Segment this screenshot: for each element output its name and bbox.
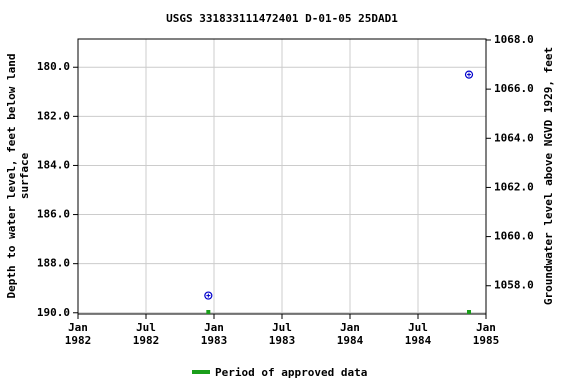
x-tick-label: Jul <box>136 321 156 334</box>
x-tick-label: 1985 <box>473 334 500 347</box>
chart-title: USGS 331833111472401 D-01-05 25DAD1 <box>166 12 398 25</box>
x-tick-label: Jan <box>340 321 360 334</box>
x-tick-label: Jan <box>476 321 496 334</box>
y2-tick-label: 1062.0 <box>494 180 534 193</box>
y2-tick-label: 1064.0 <box>494 131 534 144</box>
approved-period <box>467 310 471 314</box>
approved-period <box>206 310 211 314</box>
x-tick-label: 1984 <box>405 334 432 347</box>
point-part <box>204 291 213 300</box>
y-axis-label: surface <box>18 152 31 199</box>
x-tick-label: Jul <box>408 321 428 334</box>
x-tick-label: 1984 <box>337 334 364 347</box>
x-tick-label: Jan <box>204 321 224 334</box>
legend-label: Period of approved data <box>215 366 367 379</box>
y-tick-label: 190.0 <box>37 306 70 319</box>
y2-tick-label: 1058.0 <box>494 279 534 292</box>
y-tick-label: 186.0 <box>37 208 70 221</box>
y2-tick-label: 1066.0 <box>494 82 534 95</box>
plot-frame <box>77 38 487 315</box>
y-tick-label: 180.0 <box>37 60 70 73</box>
y-tick-label: 182.0 <box>37 109 70 122</box>
y-tick-label: 184.0 <box>37 158 70 171</box>
data-point <box>464 70 474 79</box>
y2-tick-label: 1068.0 <box>494 33 534 46</box>
y2-axis-label: Groundwater level above NGVD 1929, feet <box>542 47 555 305</box>
x-tick-label: 1982 <box>133 334 160 347</box>
x-tick-label: Jan <box>68 321 88 334</box>
x-tick-label: 1983 <box>269 334 296 347</box>
data-point <box>204 291 213 300</box>
y-tick-label: 188.0 <box>37 257 70 270</box>
point-part <box>464 70 474 79</box>
x-tick-label: 1982 <box>65 334 92 347</box>
x-tick-label: Jul <box>272 321 292 334</box>
y2-tick-label: 1060.0 <box>494 230 534 243</box>
y-axis-label: Depth to water level, feet below land <box>5 53 18 298</box>
x-tick-label: 1983 <box>201 334 228 347</box>
